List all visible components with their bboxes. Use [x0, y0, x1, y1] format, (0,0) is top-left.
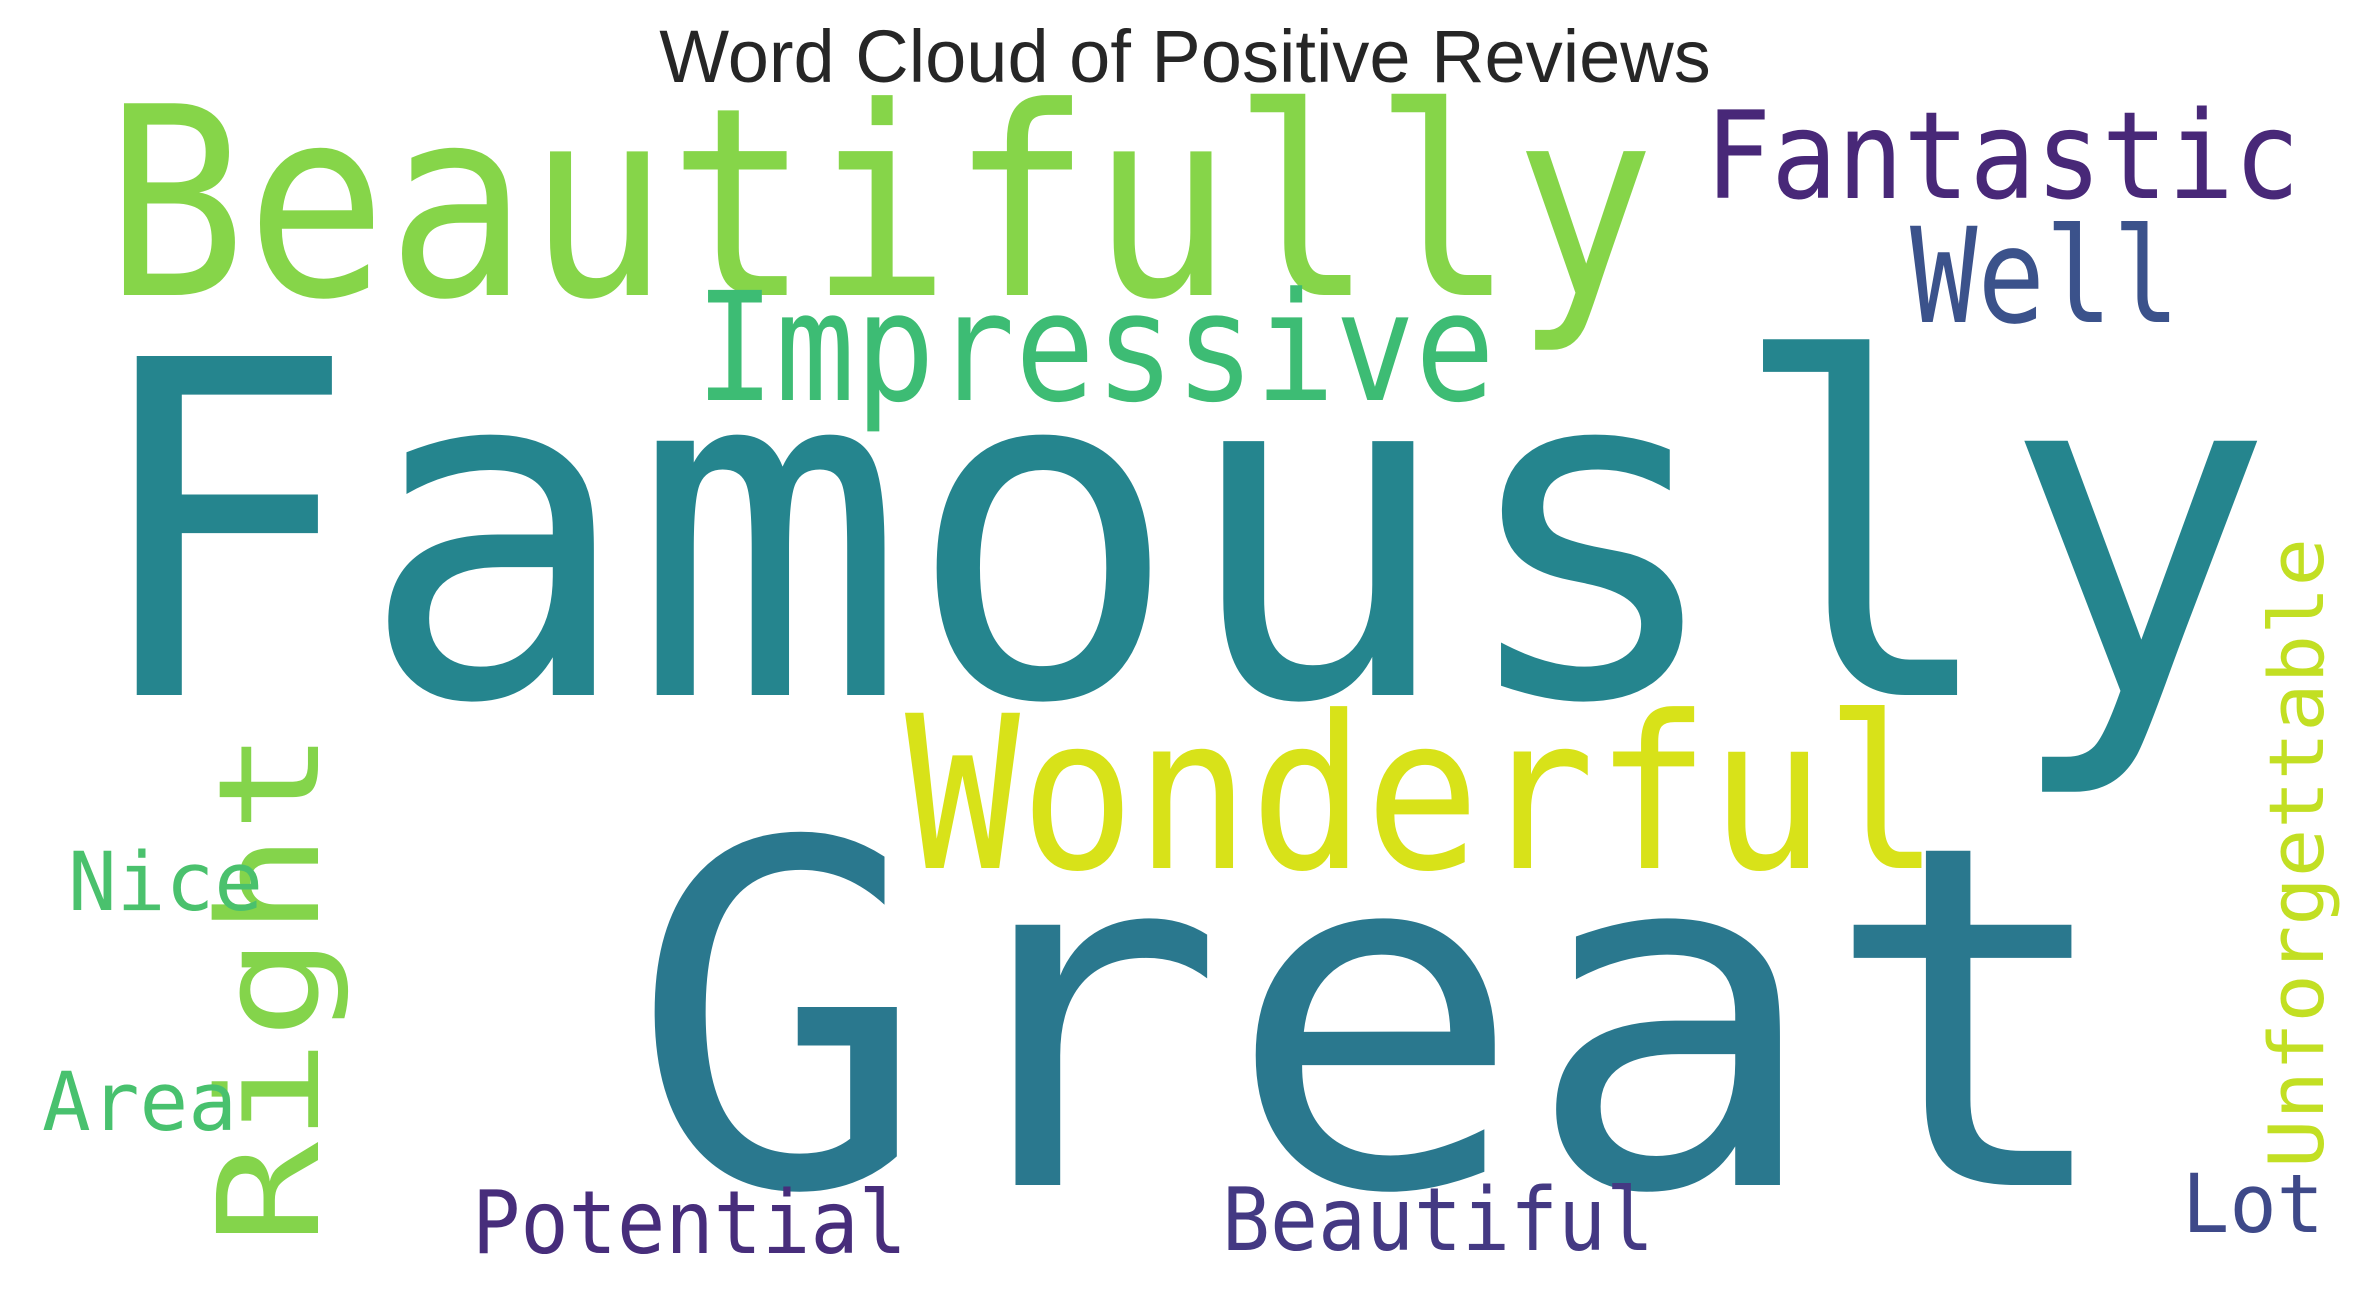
word-lot: Lot — [2182, 1158, 2324, 1252]
word-great: Great — [630, 744, 2120, 1294]
word-right: Right — [189, 730, 352, 1245]
word-potential: Potential — [472, 1172, 907, 1274]
word-fantastic: Fantastic — [1705, 86, 2300, 227]
word-beautiful: Beautiful — [1222, 1169, 1654, 1271]
word-impressive: Impressive — [695, 260, 1495, 436]
word-unforgettable: Unforgettable — [2252, 538, 2341, 1168]
word-well: Well — [1910, 200, 2180, 354]
word-beautifully: Beautifully — [105, 52, 1655, 358]
word-nice: Nice — [68, 836, 263, 930]
word-area: Area — [42, 1056, 237, 1150]
word-famously: Famously — [85, 263, 2275, 805]
word-wonderful: Wonderful — [905, 671, 1940, 919]
chart-title: Word Cloud of Positive Reviews — [659, 15, 1711, 98]
